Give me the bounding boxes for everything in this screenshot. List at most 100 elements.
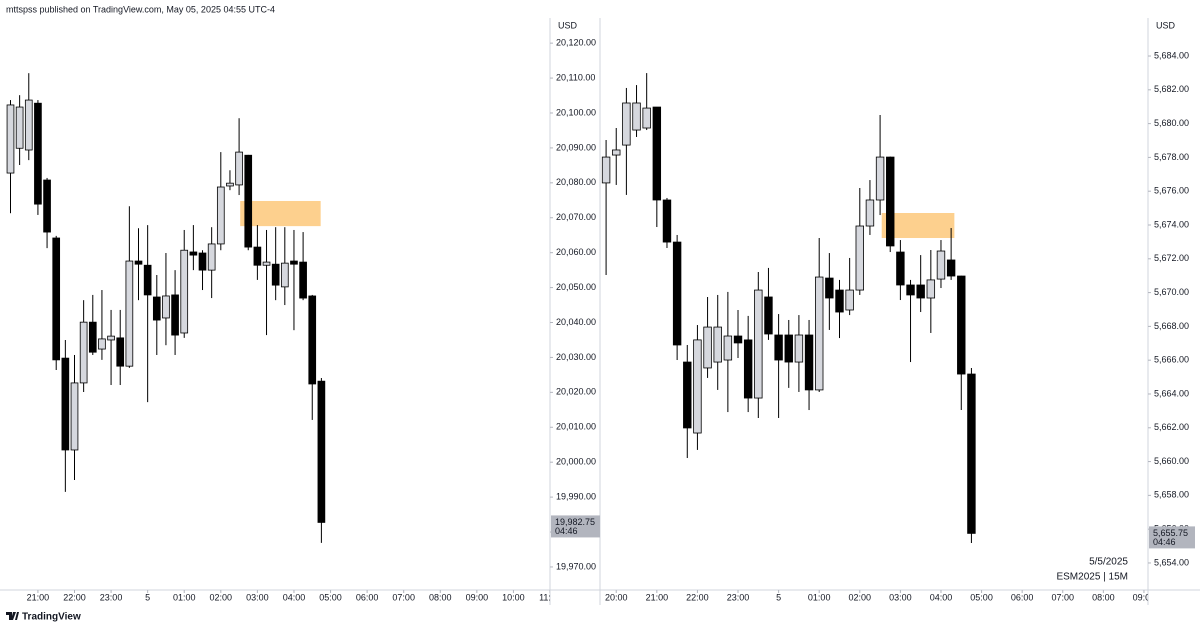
candle-body	[967, 373, 976, 534]
candle-body	[825, 277, 834, 299]
candle-body	[713, 326, 722, 363]
x-tick-label: 20:00	[605, 592, 628, 602]
logo-icon	[6, 612, 19, 620]
candle-body	[134, 260, 143, 265]
candle-body	[804, 334, 814, 391]
x-axis: 20:00 21:00 22:00 23:00 5 01:00 02:00 03:00 04:0…	[605, 590, 1148, 602]
x-tick-label: 08:00	[429, 592, 452, 602]
y-tick-label: 5,678.00	[1154, 152, 1189, 162]
candle-body	[754, 289, 763, 399]
candle-body	[601, 156, 611, 184]
candle-body	[723, 335, 733, 361]
x-tick-label: 09:00	[466, 592, 489, 602]
header: mttspss published on TradingView.com, Ma…	[6, 4, 275, 14]
candle-body	[216, 186, 225, 245]
currency-label: USD	[558, 20, 578, 30]
x-tick-label: 5	[145, 592, 150, 602]
candle-body	[143, 264, 152, 296]
candle-body	[162, 295, 170, 319]
candle-body	[814, 276, 824, 391]
candle-body	[875, 156, 885, 201]
candle-body	[886, 156, 895, 247]
y-tick-label: 5,668.00	[1154, 321, 1189, 331]
y-tick-label: 5,658.00	[1154, 490, 1189, 500]
x-tick-label: 01:00	[173, 592, 196, 602]
brand: TradingView	[22, 612, 81, 623]
candle-body	[271, 263, 280, 286]
candle-body	[652, 106, 662, 201]
price-tag	[1149, 526, 1195, 549]
candle-body	[226, 182, 234, 187]
candle-body	[152, 296, 161, 321]
y-tick-label: 5,676.00	[1154, 186, 1189, 196]
candle-body	[15, 106, 24, 149]
y-tick-label: 20,070.00	[556, 212, 596, 222]
x-tick-label: 02:00	[849, 592, 872, 602]
candle-body	[262, 261, 271, 266]
candle-body	[308, 295, 317, 385]
y-tick-label: 5,666.00	[1154, 355, 1189, 365]
candle-body	[662, 199, 672, 243]
candle-body	[672, 241, 682, 346]
x-tick-label: 21:00	[646, 592, 669, 602]
candle-body	[290, 260, 298, 265]
x-tick-label: 07:00	[392, 592, 415, 602]
y-tick-label: 5,680.00	[1154, 118, 1189, 128]
candle-body	[916, 284, 925, 299]
x-axis: 21:00 22:00 23:00 5 01:00 02:00 03:00 04:00 05:0…	[27, 590, 561, 602]
y-tick-label: 20,040.00	[556, 317, 596, 327]
y-tick-label: 5,670.00	[1154, 287, 1189, 297]
info-label: 5/5/2025	[1089, 557, 1128, 568]
candle-body	[6, 104, 15, 174]
countdown: 04:46	[555, 526, 578, 536]
x-tick-label: 10:00	[502, 592, 525, 602]
candle-body	[253, 246, 262, 266]
zone	[240, 200, 321, 227]
y-tick-label: 20,120.00	[556, 38, 596, 48]
candle-body	[70, 382, 79, 451]
y-tick-label: 20,000.00	[556, 457, 596, 467]
candle-body	[855, 225, 864, 291]
x-tick-label: 22:00	[63, 592, 86, 602]
y-tick-label: 20,090.00	[556, 142, 596, 152]
candle-body	[622, 102, 631, 146]
x-tick-label: 03:00	[889, 592, 912, 602]
candle-body	[52, 237, 61, 361]
y-tick-label: 20,010.00	[556, 422, 596, 432]
y-tick-label: 5,660.00	[1154, 456, 1189, 466]
x-tick-label: 11:00	[539, 592, 561, 602]
price-tag-label: 5,655.75	[1153, 528, 1188, 538]
candle-body	[34, 102, 42, 205]
candle-body	[116, 337, 125, 367]
candle-body	[683, 361, 692, 429]
candle-body	[926, 279, 936, 299]
candle-body	[189, 251, 198, 256]
x-tick-label: 04:00	[283, 592, 306, 602]
candle-body	[957, 275, 966, 375]
candle-body	[794, 334, 804, 363]
info-label: ESM2025 | 15M	[1056, 572, 1128, 583]
candle-body	[865, 199, 875, 227]
x-tick-label: 22:00	[686, 592, 709, 602]
x-tick-label: 03:00	[246, 592, 269, 602]
y-tick-label: 5,662.00	[1154, 422, 1189, 432]
candle-body	[642, 107, 651, 129]
candle-body	[317, 380, 326, 523]
y-tick-label: 19,990.00	[556, 491, 596, 501]
y-tick-label: 20,110.00	[556, 72, 595, 82]
y-tick-label: 5,682.00	[1154, 84, 1189, 94]
y-tick-label: 20,060.00	[556, 247, 596, 257]
candle-body	[180, 249, 189, 334]
candle-body	[235, 151, 243, 186]
x-tick-label: 23:00	[727, 592, 750, 602]
x-tick-label: 23:00	[100, 592, 123, 602]
candle-body	[299, 261, 307, 299]
candle-body	[693, 339, 702, 434]
candle-body	[198, 252, 207, 271]
x-tick-label: 21:00	[27, 592, 50, 602]
candle-body	[207, 243, 216, 271]
candle-body	[107, 335, 115, 341]
x-tick-label: 07:00	[1051, 592, 1074, 602]
candle-body	[764, 296, 773, 335]
